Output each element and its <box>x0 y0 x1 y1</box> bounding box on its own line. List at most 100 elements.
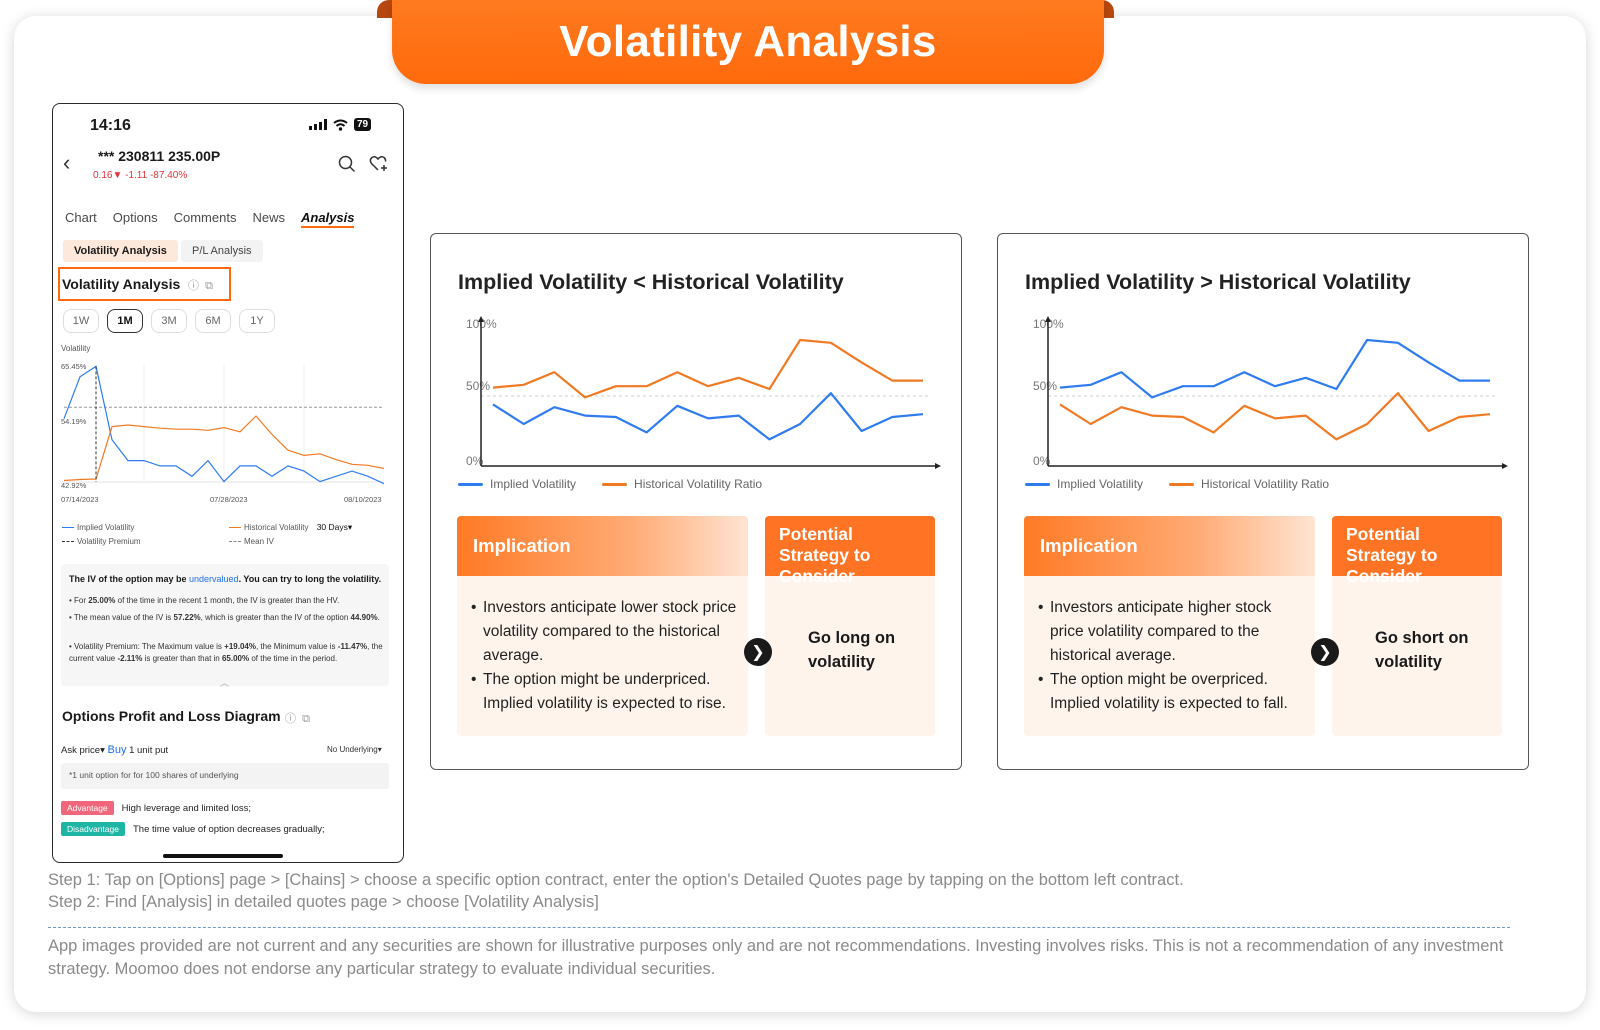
legend-iv: Implied Volatility <box>1025 477 1143 491</box>
implication-card: Implication Investors anticipate lower s… <box>457 516 748 736</box>
unit-note: *1 unit option for for 100 shares of und… <box>61 763 389 789</box>
range-1w[interactable]: 1W <box>63 309 99 333</box>
underlying-dropdown[interactable]: No Underlying▾ <box>327 745 382 754</box>
home-indicator <box>163 854 283 858</box>
info-icon[interactable]: ⓘ <box>188 280 199 292</box>
advantage-row: Advantage High leverage and limited loss; <box>61 801 251 815</box>
contract-title: *** 230811 235.00P <box>98 148 221 164</box>
header-actions <box>338 155 388 173</box>
phone-screenshot: 14:16 79 ‹ *** 230811 235.00P 0.16▼ -1.1… <box>52 103 404 863</box>
status-time: 14:16 <box>90 117 131 134</box>
y-tick-label: 42.92% <box>61 481 87 490</box>
range-selector: 1W 1M 3M 6M 1Y <box>63 309 275 333</box>
tab-chart[interactable]: Chart <box>65 210 97 225</box>
instruction-steps: Step 1: Tap on [Options] page > [Chains]… <box>48 869 1184 913</box>
arrow-right-icon: ❯ <box>744 638 772 666</box>
x-axis-arrow <box>1502 463 1508 469</box>
banner-title: Volatility Analysis <box>559 17 937 66</box>
detail-tabs: Chart Options Comments News Analysis <box>65 210 355 228</box>
panel-iv-lt-hv: Implied Volatility < Historical Volatili… <box>430 233 962 770</box>
historical-volatility-line <box>63 415 385 482</box>
y-tick-label: 65.45% <box>61 362 87 371</box>
hv-days-dropdown[interactable]: 30 Days▾ <box>316 522 353 532</box>
y-tick-label: 50% <box>466 379 490 393</box>
price-change: 0.16▼ -1.11 -87.40% <box>93 170 188 181</box>
back-arrow-icon[interactable]: ‹ <box>63 150 71 175</box>
strategy-text: Go long on volatility <box>808 629 896 671</box>
watchlist-heart-icon[interactable] <box>369 155 388 173</box>
section-actions: ⓘ ⧉ <box>188 277 213 293</box>
tab-options[interactable]: Options <box>112 210 158 225</box>
implication-bullet: Investors anticipate higher stock price … <box>1038 596 1305 668</box>
x-tick-label: 08/10/2023 <box>344 495 382 504</box>
strategy-title: Potential Strategy to Consider <box>1332 516 1502 586</box>
share-icon[interactable]: ⧉ <box>302 713 310 725</box>
y-axis-arrow <box>478 316 484 322</box>
historical-volatility-line <box>492 338 923 399</box>
legend-iv: Implied Volatility <box>62 523 134 532</box>
tab-comments[interactable]: Comments <box>173 210 237 225</box>
range-1y[interactable]: 1Y <box>239 309 275 333</box>
implication-bullet: The option might be underpriced. Implied… <box>471 668 738 716</box>
panel-iv-gt-hv: Implied Volatility > Historical Volatili… <box>997 233 1529 770</box>
implied-volatility-line <box>492 392 924 441</box>
x-axis-arrow <box>935 463 941 469</box>
highlight-box <box>58 267 231 301</box>
volatility-line-chart: 65.45% 54.19% 42.92% 07/14/2023 07/28/20… <box>61 362 385 504</box>
chart-ylabel: Volatility <box>61 344 91 353</box>
disadvantage-badge: Disadvantage <box>61 822 125 836</box>
implication-list: Investors anticipate lower stock price v… <box>457 576 748 716</box>
disclaimer: App images provided are not current and … <box>48 937 1504 978</box>
summary-headline: The IV of the option may be undervalued.… <box>69 574 382 584</box>
legend-hv: Historical Volatility Ratio <box>602 477 762 491</box>
summary-bullet: • Volatility Premium: The Maximum value … <box>69 642 383 663</box>
y-axis-arrow <box>1045 316 1051 322</box>
share-icon[interactable]: ⧉ <box>205 280 213 292</box>
iv-hv-line-chart: 100% 50% 0% <box>466 316 941 469</box>
dashed-divider <box>48 927 1510 928</box>
implied-volatility-line <box>1059 338 1490 399</box>
x-tick-label: 07/28/2023 <box>210 495 248 504</box>
status-icons: 79 <box>309 118 372 131</box>
implied-volatility-line <box>63 365 385 485</box>
range-1m[interactable]: 1M <box>107 309 143 333</box>
legend-hv: Historical Volatility 30 Days▾ <box>229 522 352 533</box>
y-tick-label: 50% <box>1033 379 1057 393</box>
implication-title: Implication <box>1024 516 1315 576</box>
y-tick-label: 54.19% <box>61 417 87 426</box>
y-tick-label: 0% <box>466 454 484 468</box>
search-icon[interactable] <box>338 155 356 173</box>
tab-analysis[interactable]: Analysis <box>300 210 355 228</box>
subtab-volatility-analysis[interactable]: Volatility Analysis <box>63 240 178 262</box>
title-banner: Volatility Analysis <box>392 0 1104 84</box>
implication-card: Implication Investors anticipate higher … <box>1024 516 1315 736</box>
panel-title: Implied Volatility > Historical Volatili… <box>1025 270 1411 294</box>
historical-volatility-line <box>1059 392 1491 441</box>
range-6m[interactable]: 6M <box>195 309 231 333</box>
summary-bullet: • The mean value of the IV is 57.22%, wh… <box>69 613 380 622</box>
subtab-pl-analysis[interactable]: P/L Analysis <box>181 240 263 262</box>
legend-hv: Historical Volatility Ratio <box>1169 477 1329 491</box>
summary-bullet: • For 25.00% of the time in the recent 1… <box>69 596 340 605</box>
pl-diagram-title: Options Profit and Loss Diagram <box>62 708 281 724</box>
buy-toggle[interactable]: Buy <box>107 744 127 756</box>
legend-premium: Volatility Premium <box>62 537 141 546</box>
collapse-chevron-icon[interactable]: ︿ <box>220 678 230 688</box>
implication-list: Investors anticipate higher stock price … <box>1024 576 1315 716</box>
chart-legend: Implied Volatility Historical Volatility… <box>1025 477 1329 491</box>
battery-icon: 79 <box>354 118 372 131</box>
x-tick-label: 07/14/2023 <box>61 495 99 504</box>
legend-iv: Implied Volatility <box>458 477 576 491</box>
iv-hv-line-chart: 100% 50% 0% <box>1033 316 1508 469</box>
wifi-icon <box>333 119 348 131</box>
tab-news[interactable]: News <box>252 210 285 225</box>
disadvantage-row: Disadvantage The time value of option dec… <box>61 822 325 836</box>
ask-price-dropdown[interactable]: Ask price▾ <box>61 745 105 756</box>
order-config: Ask price▾ Buy 1 unit put <box>61 744 169 756</box>
implication-title: Implication <box>457 516 748 576</box>
analysis-summary-box <box>61 564 389 686</box>
info-icon[interactable]: ⓘ <box>285 713 296 725</box>
strategy-title: Potential Strategy to Consider <box>765 516 935 586</box>
range-3m[interactable]: 3M <box>151 309 187 333</box>
y-tick-label: 0% <box>1033 454 1051 468</box>
